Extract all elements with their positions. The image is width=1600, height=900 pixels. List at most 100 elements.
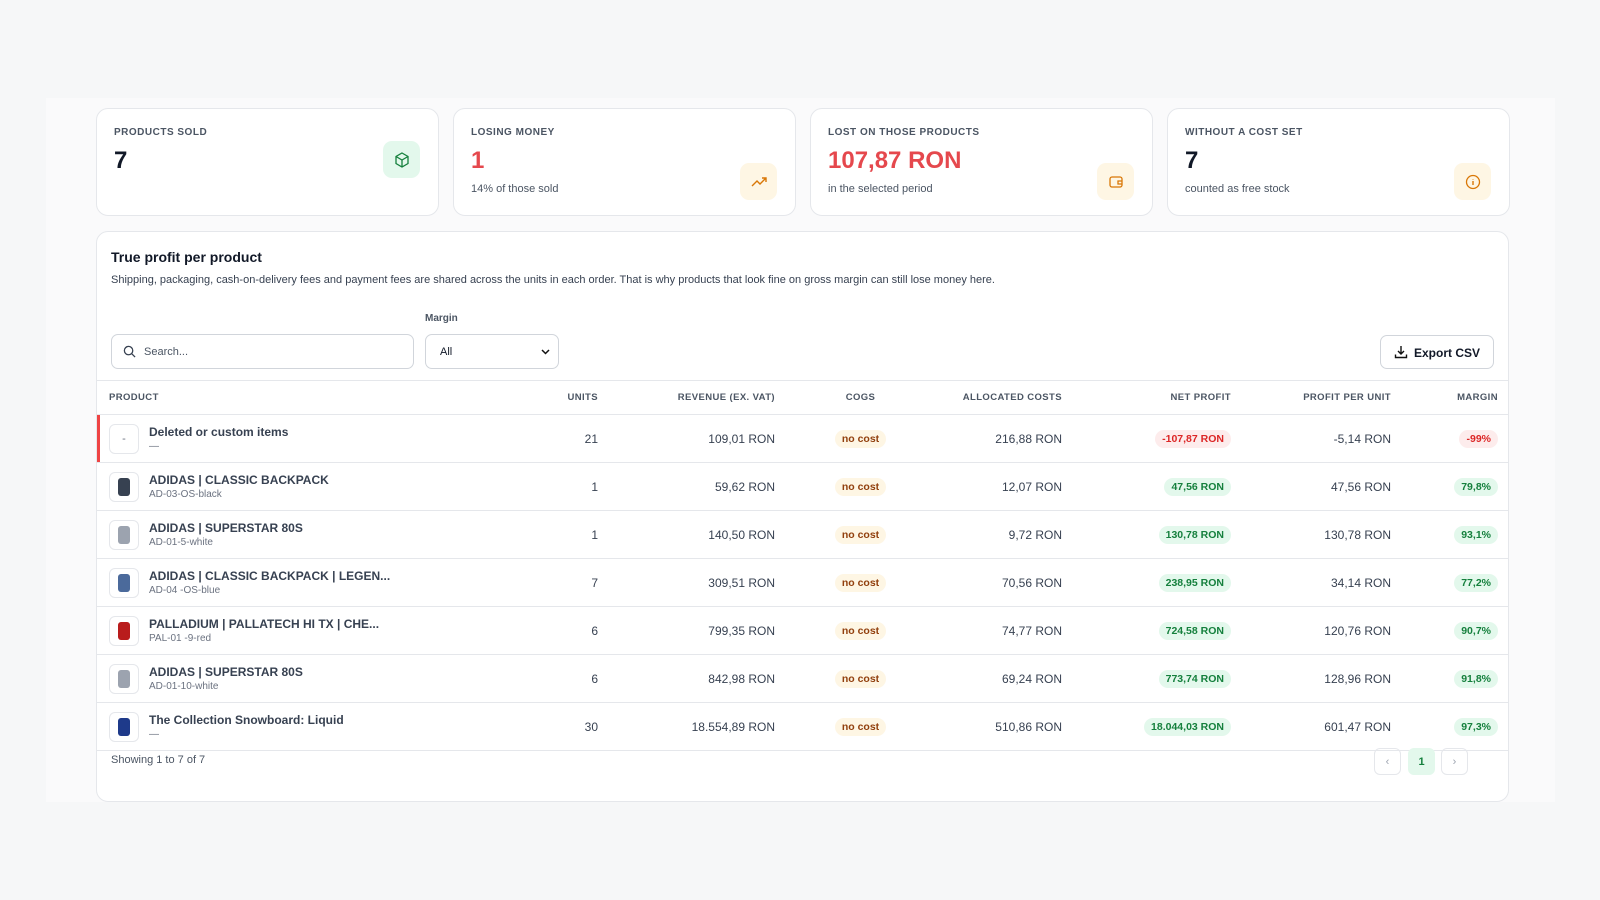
profit-per-unit: -5,14 RON [1243,414,1403,463]
export-label: Export CSV [1414,346,1481,360]
product-text: Deleted or custom items — [149,425,288,452]
cogs: no cost [787,654,933,703]
profit-per-unit: 47,56 RON [1243,462,1403,511]
section-description: Shipping, packaging, cash-on-delivery fe… [111,274,995,286]
profit-per-unit: 120,76 RON [1243,606,1403,655]
margin-label: Margin [425,313,458,324]
cogs: no cost [787,510,933,559]
product-text: ADIDAS | CLASSIC BACKPACK AD-03-OS-black [149,473,329,500]
product-thumb [109,567,139,598]
cogs: no cost [787,702,933,751]
product-image [118,477,130,496]
net-profit-badge: 130,78 RON [1158,525,1231,544]
chevron [541,349,550,355]
cogs-badge: no cost [834,525,887,544]
product: ADIDAS | CLASSIC BACKPACK | LEGEN... AD-0… [109,567,525,598]
cogs-badge: no cost [834,573,887,592]
table-row: PALLADIUM | PALLATECH HI TX | CHE... PAL-… [97,606,1508,655]
profit-per-unit: 34,14 RON [1243,558,1403,607]
net-profit-badge: 724,58 RON [1158,621,1231,640]
product-image [118,621,130,640]
product-cell: - Deleted or custom items — [97,414,537,463]
net-profit-badge: 47,56 RON [1164,477,1231,496]
column-header[interactable]: COGS [787,380,933,415]
product-name: PALLADIUM | PALLATECH HI TX | CHE... [149,617,380,631]
table-row: ADIDAS | SUPERSTAR 80S AD-01-10-white 6 842… [97,654,1508,703]
product-name: ADIDAS | CLASSIC BACKPACK [149,473,329,487]
margin-badge: 97,3% [1454,717,1498,736]
net-profit: -107,87 RON [1074,414,1243,463]
column-header[interactable]: ALLOCATED COSTS [933,380,1074,415]
product: PALLADIUM | PALLATECH HI TX | CHE... PAL-… [109,615,525,646]
product-name: ADIDAS | CLASSIC BACKPACK | LEGEN... [149,569,391,583]
table-row: ADIDAS | CLASSIC BACKPACK AD-03-OS-black 1… [97,462,1508,511]
stat-card: PRODUCTS SOLD 7 [96,108,439,216]
stat-label: PRODUCTS SOLD [114,127,208,138]
column-header[interactable]: MARGIN [1403,380,1508,415]
stat-card: WITHOUT A COST SET 7 counted as free stock [1167,108,1510,216]
stat-card: LOST ON THOSE PRODUCTS 107,87 RON in the s… [810,108,1153,216]
section-title: True profit per product [111,249,262,265]
revenue: 59,62 RON [610,462,787,511]
margin: 79,8% [1403,462,1508,511]
page-button[interactable]: 1 [1408,748,1435,775]
cogs-badge: no cost [834,429,887,448]
revenue: 18.554,89 RON [610,702,787,751]
stat-value: 7 [114,147,128,174]
cogs-badge: no cost [834,621,887,640]
product-image [118,717,130,736]
allocated-costs: 216,88 RON [933,414,1074,463]
units: 1 [537,462,610,511]
column-header[interactable]: NET PROFIT [1074,380,1243,415]
export-button[interactable]: Export CSV [1380,335,1494,369]
product-thumb [109,615,139,646]
product-cell: The Collection Snowboard: Liquid — [97,702,537,751]
stat-card: LOSING MONEY 1 14% of those sold [453,108,796,216]
icon [394,151,409,168]
column-header[interactable]: REVENUE (EX. VAT) [610,380,787,415]
cogs-badge: no cost [834,717,887,736]
revenue: 799,35 RON [610,606,787,655]
next-page[interactable]: › [1441,748,1468,775]
units: 1 [537,510,610,559]
product: ADIDAS | SUPERSTAR 80S AD-01-5-white [109,519,525,550]
product-text: ADIDAS | CLASSIC BACKPACK | LEGEN... AD-0… [149,569,390,596]
stat-icon [1454,163,1491,200]
stat-icon [383,141,420,178]
prev-page[interactable]: ‹ [1374,748,1401,775]
product-image [118,525,130,544]
table-row: ADIDAS | SUPERSTAR 80S AD-01-5-white 1 140,… [97,510,1508,559]
net-profit-badge: 773,74 RON [1158,669,1231,688]
margin-badge: 90,7% [1454,621,1498,640]
column-header[interactable]: UNITS [537,380,610,415]
stat-note: in the selected period [828,183,933,195]
product-cell: PALLADIUM | PALLATECH HI TX | CHE... PAL-… [97,606,537,655]
column-header[interactable]: PROFIT PER UNIT [1243,380,1403,415]
allocated-costs: 510,86 RON [933,702,1074,751]
net-profit: 238,95 RON [1074,558,1243,607]
product-text: PALLADIUM | PALLATECH HI TX | CHE... PAL-… [149,617,379,644]
stat-label: WITHOUT A COST SET [1185,127,1303,138]
product: - Deleted or custom items — [109,423,525,454]
table-body: - Deleted or custom items — 21 109,01 RON no … [97,414,1508,751]
units: 6 [537,654,610,703]
margin-select[interactable]: All [425,334,559,369]
profit-table-card: True profit per product Shipping, packag… [96,231,1509,802]
search-input[interactable]: Search... [111,334,414,369]
net-profit-badge: 18.044,03 RON [1144,717,1231,736]
product-text: ADIDAS | SUPERSTAR 80S AD-01-10-white [149,665,303,692]
margin-badge: 93,1% [1454,525,1498,544]
product-text: The Collection Snowboard: Liquid — [149,713,344,740]
stat-icon [1097,163,1134,200]
stat-value: 107,87 RON [828,147,962,174]
product-name: ADIDAS | SUPERSTAR 80S [149,665,303,679]
margin-badge: 79,8% [1454,477,1498,496]
allocated-costs: 9,72 RON [933,510,1074,559]
product: ADIDAS | CLASSIC BACKPACK AD-03-OS-black [109,471,525,502]
net-profit: 47,56 RON [1074,462,1243,511]
units: 30 [537,702,610,751]
product-sku: AD-04 -OS-blue [149,585,221,596]
product-image [118,573,130,592]
margin: 93,1% [1403,510,1508,559]
